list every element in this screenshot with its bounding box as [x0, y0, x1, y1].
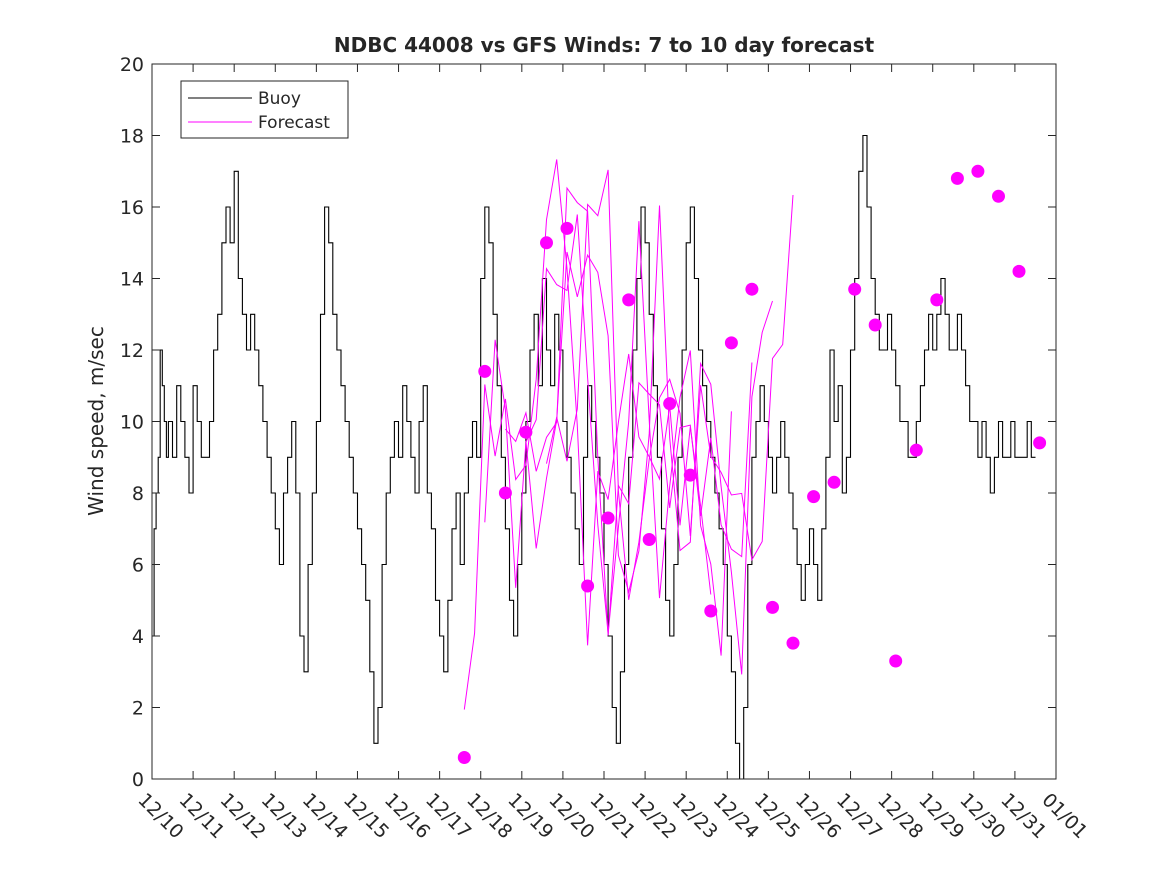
x-tick-label: 12/14 [298, 789, 352, 843]
x-tick-label: 12/13 [257, 789, 311, 843]
x-tick-label: 12/28 [873, 789, 927, 843]
legend-forecast-label: Forecast [258, 113, 330, 133]
x-tick-label: 12/10 [133, 789, 187, 843]
x-tick-label: 12/22 [627, 789, 681, 843]
forecast-marker [642, 533, 656, 546]
forecast-marker [930, 293, 944, 307]
forecast-marker [786, 636, 800, 650]
y-tick-label: 8 [132, 483, 144, 505]
forecast-marker [1033, 436, 1047, 450]
forecast-trace-3 [505, 186, 753, 636]
forecast-marker [519, 425, 533, 439]
forecast-marker [848, 282, 862, 296]
x-tick-label: 12/17 [421, 789, 475, 843]
forecast-marker [889, 654, 903, 668]
x-tick-label: 12/29 [914, 789, 968, 843]
forecast-trace-5 [546, 169, 794, 600]
x-tick-label: 12/26 [791, 789, 845, 843]
forecast-marker [622, 293, 636, 307]
y-tick-label: 10 [120, 412, 144, 434]
forecast-marker [909, 443, 923, 457]
plot-area [152, 134, 1047, 779]
forecast-marker [827, 475, 841, 489]
x-tick-label: 12/25 [750, 789, 804, 843]
forecast-marker [971, 164, 985, 178]
y-tick-label: 20 [120, 54, 144, 76]
forecast-marker [601, 511, 615, 525]
axes: 0246810121416182012/1012/1112/1212/1312/… [120, 54, 1092, 843]
y-tick-label: 16 [120, 197, 144, 219]
y-tick-label: 0 [132, 769, 144, 791]
forecast-marker [724, 336, 738, 350]
forecast-marker [540, 236, 553, 250]
y-tick-label: 12 [120, 340, 144, 362]
forecast-marker [766, 600, 779, 614]
forecast-marker [868, 318, 882, 332]
x-tick-label: 12/30 [955, 789, 1009, 843]
forecast-marker [478, 364, 492, 378]
x-tick-label: 12/15 [339, 789, 393, 843]
forecast-marker [992, 189, 1005, 203]
legend-buoy-label: Buoy [258, 89, 301, 109]
forecast-marker [683, 468, 697, 482]
x-tick-label: 12/12 [216, 789, 270, 843]
forecast-marker [704, 604, 718, 618]
x-tick-label: 12/24 [709, 789, 763, 843]
x-tick-label: 12/11 [175, 789, 229, 843]
x-tick-label: 12/18 [462, 789, 516, 843]
forecast-trace-4 [525, 205, 773, 675]
legend: Buoy Forecast [180, 80, 349, 139]
forecast-marker [663, 397, 677, 411]
forecast-marker [1012, 264, 1026, 278]
forecast-marker [581, 579, 595, 593]
buoy-series-line [152, 134, 1036, 779]
x-tick-label: 12/27 [832, 789, 886, 843]
y-tick-label: 6 [132, 555, 144, 577]
y-tick-label: 18 [120, 126, 144, 148]
forecast-marker [457, 751, 471, 764]
forecast-marker [745, 282, 759, 296]
forecast-marker [807, 490, 821, 504]
y-tick-label: 2 [132, 698, 144, 720]
y-tick-label: 14 [120, 269, 144, 291]
x-tick-label: 12/19 [503, 789, 557, 843]
forecast-marker [498, 486, 512, 500]
x-tick-label: 12/16 [380, 789, 434, 843]
y-axis-label: Wind speed, m/sec [84, 326, 108, 516]
y-tick-label: 4 [132, 626, 144, 648]
x-tick-label: 12/31 [996, 789, 1050, 843]
forecast-marker [950, 171, 964, 185]
x-tick-label: 12/23 [668, 789, 722, 843]
x-tick-label: 12/20 [544, 789, 598, 843]
x-tick-label: 01/01 [1037, 789, 1091, 843]
x-tick-label: 12/21 [585, 789, 639, 843]
chart-title: NDBC 44008 vs GFS Winds: 7 to 10 day for… [334, 33, 875, 57]
forecast-marker [560, 221, 574, 235]
